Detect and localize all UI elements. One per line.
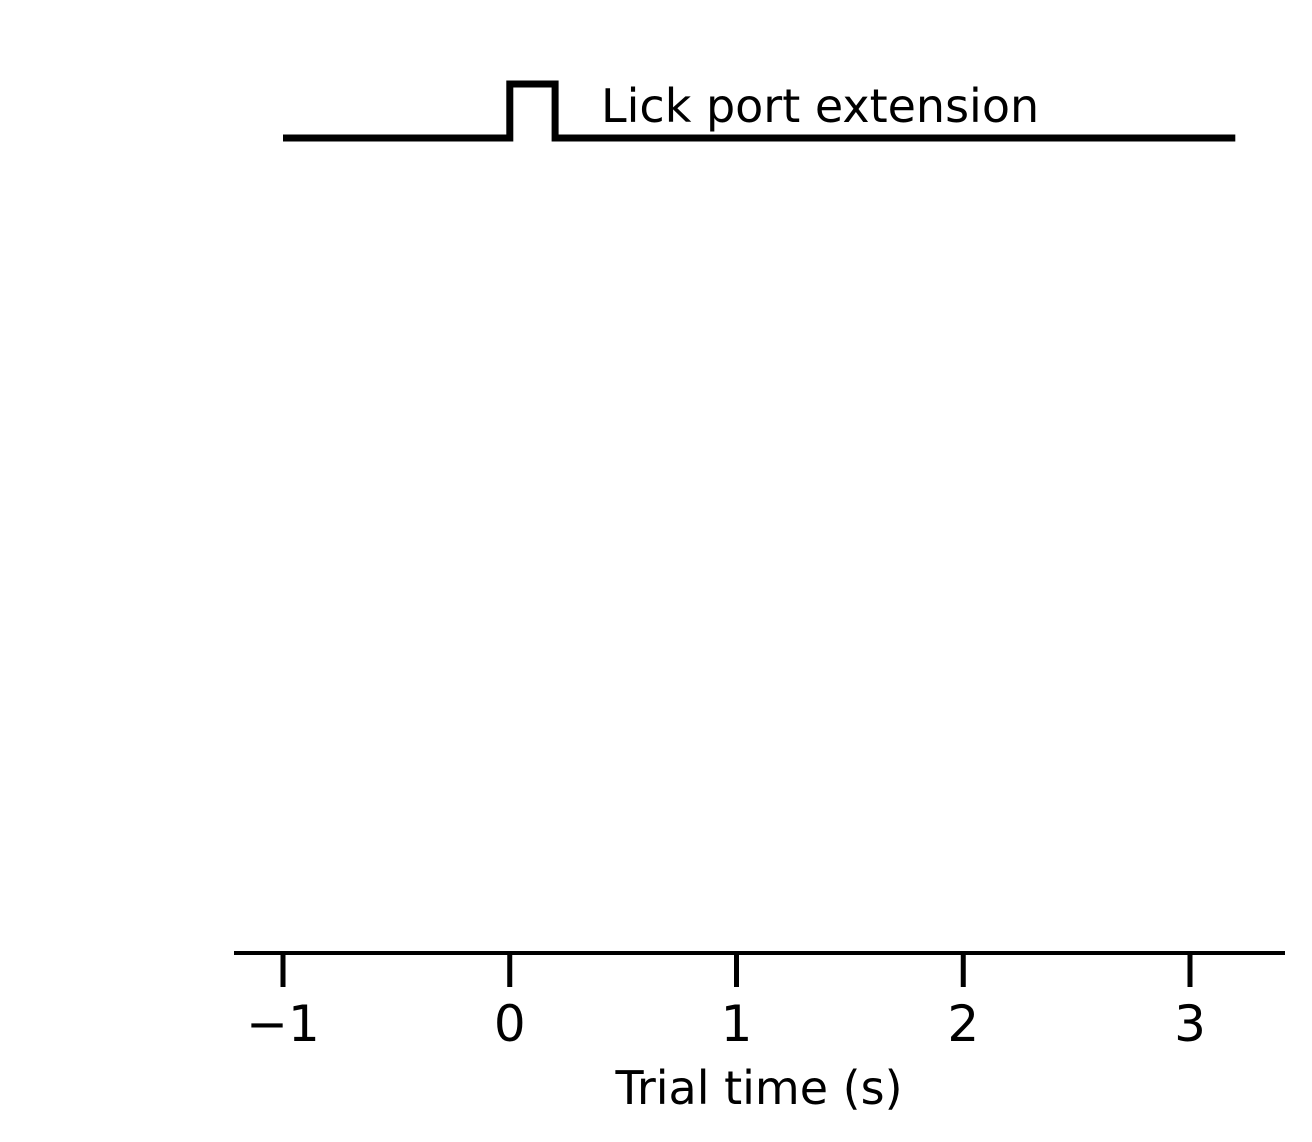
x-axis-label: Trial time (s) — [614, 1061, 902, 1115]
x-tick-label: −1 — [246, 995, 320, 1053]
x-tick-label: 0 — [494, 995, 526, 1053]
series-line-lick-port-extension — [283, 80, 1236, 142]
x-axis-tick-labels: −1 0 1 2 3 — [246, 995, 1206, 1053]
series-annotation-lick-port-extension: Lick port extension — [601, 79, 1039, 133]
x-tick-label: 3 — [1174, 995, 1206, 1053]
x-axis-ticks — [280, 953, 1193, 987]
x-tick-label: 1 — [721, 995, 753, 1053]
x-tick-label: 2 — [947, 995, 979, 1053]
